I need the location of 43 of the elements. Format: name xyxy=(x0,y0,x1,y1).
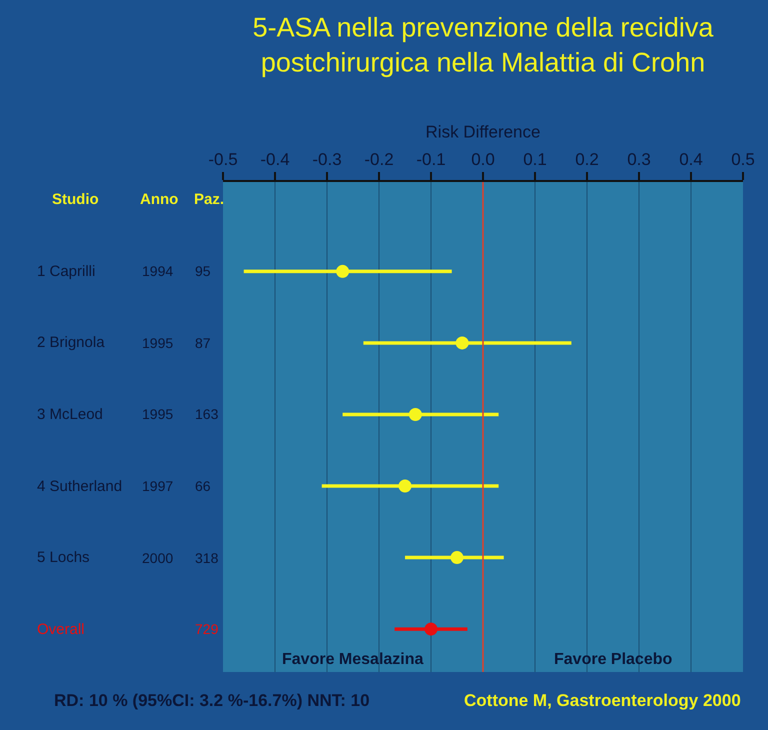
text: 1995 xyxy=(142,406,174,422)
annotation: Favore Placebo xyxy=(554,651,672,668)
x-tick-label: 0.4 xyxy=(679,150,703,170)
text: 163 xyxy=(195,406,219,422)
y-tick-label: 2 Brignola xyxy=(37,334,106,351)
point xyxy=(424,622,438,636)
x-tick-label: -0.3 xyxy=(312,150,342,170)
text: 729 xyxy=(195,621,219,637)
x-tick-label: 0.3 xyxy=(627,150,651,170)
y-tick-label: 1 Caprilli xyxy=(37,263,96,280)
y-tick-label: 3 McLeod xyxy=(37,406,103,423)
text: RD: 10 % (95%CI: 3.2 %-16.7%) NNT: 10 xyxy=(54,691,370,710)
x-tick-label: -0.2 xyxy=(364,150,394,170)
x-tick-label: 0.0 xyxy=(471,150,495,170)
text: 66 xyxy=(195,478,211,494)
chart-title: 5-ASA nella prevenzione della recidiva postchirurgica nella Malattia di Crohn xyxy=(252,12,714,78)
x-tick-label: 0.1 xyxy=(523,150,547,170)
x-tick-label: -0.4 xyxy=(260,150,290,170)
text: 2000 xyxy=(142,550,174,566)
x-axis-title: Risk Difference xyxy=(426,122,540,142)
point xyxy=(408,408,422,421)
y-tick-label: 4 Sutherland xyxy=(37,478,122,495)
point xyxy=(456,336,469,350)
text: Anno xyxy=(140,191,178,208)
text: 1994 xyxy=(142,263,174,279)
point xyxy=(336,264,350,278)
point xyxy=(450,551,464,564)
y-tick-label: Overall xyxy=(37,621,85,638)
text: 318 xyxy=(195,550,219,566)
text: Studio xyxy=(52,191,99,208)
x-tick-label: -0.5 xyxy=(208,150,238,170)
text: 87 xyxy=(195,335,211,351)
x-tick-label: -0.1 xyxy=(416,150,446,170)
text: 95 xyxy=(195,263,211,279)
annotation: Paz. xyxy=(194,191,224,208)
text: 1997 xyxy=(142,478,174,494)
text: 1995 xyxy=(142,335,174,351)
y-tick-label: 5 Lochs xyxy=(37,549,90,566)
x-tick-label: 0.2 xyxy=(575,150,599,170)
text: Cottone M, Gastroenterology 2000 xyxy=(464,691,741,710)
annotation: Favore Mesalazina xyxy=(282,651,424,668)
point xyxy=(398,480,412,493)
x-tick-label: 0.5 xyxy=(731,150,755,170)
